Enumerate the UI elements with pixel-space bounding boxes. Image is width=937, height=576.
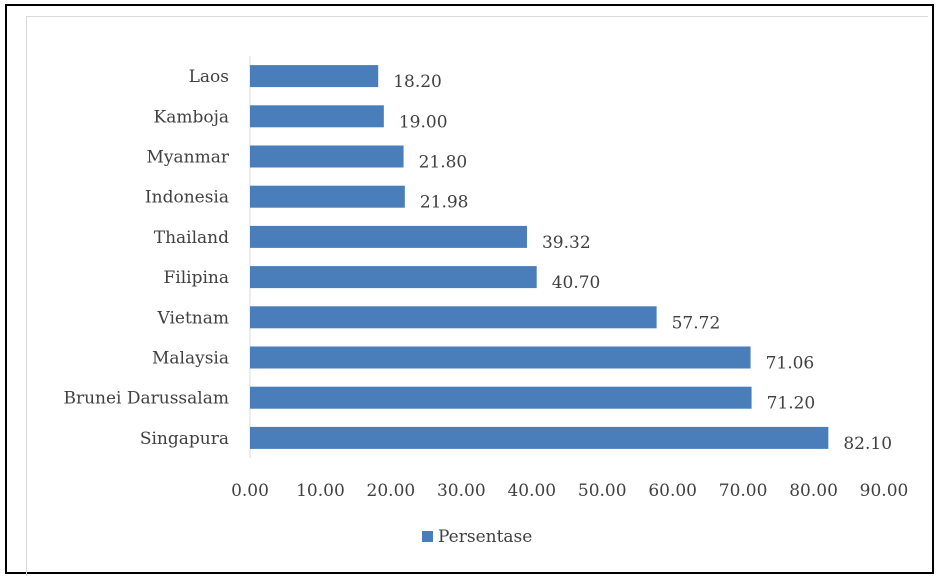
value-label: 18.20 [393,72,442,92]
x-tick-label: 40.00 [507,481,556,501]
category-label: Myanmar [147,148,230,168]
bar [250,105,384,128]
value-labels: 18.20 19.00 21.80 21.98 39.32 40.70 57.72 71.06… [393,72,892,454]
legend-swatch [422,531,433,542]
category-label: Thailand [154,228,229,248]
value-label: 21.80 [419,153,468,173]
x-tick-labels: 0.00 10.00 20.00 30.00 40.00 50.00 60.00 70.00 8… [231,481,908,501]
x-tick-label: 60.00 [648,481,697,501]
value-label: 71.06 [766,354,815,374]
category-label: Vietnam [156,308,229,328]
x-tick-label: 30.00 [437,481,486,501]
category-label: Filipina [163,268,229,288]
category-label: Laos [189,67,229,87]
category-labels: Laos Kamboja Myanmar Indonesia Thailand Filip… [63,67,229,449]
value-label: 40.70 [552,273,601,293]
bar [250,426,829,449]
category-label: Indonesia [145,188,229,208]
x-tick-label: 90.00 [860,481,909,501]
bar [250,145,404,168]
bar [250,185,405,208]
category-label: Malaysia [152,349,229,369]
x-tick-label: 50.00 [578,481,627,501]
value-label: 39.32 [542,233,591,253]
bar [250,65,379,88]
value-label: 82.10 [843,434,892,454]
bar [250,306,657,329]
bars-group [250,65,829,449]
bar [250,346,751,369]
value-label: 19.00 [399,112,448,132]
legend-label: Persentase [438,527,532,547]
x-tick-label: 70.00 [719,481,768,501]
category-label: Singapura [140,429,229,449]
x-tick-label: 0.00 [231,481,269,501]
legend: Persentase [422,527,532,547]
x-tick-label: 20.00 [367,481,416,501]
x-tick-label: 10.00 [296,481,345,501]
value-label: 57.72 [672,313,721,333]
bar [250,225,527,248]
category-label: Brunei Darussalam [63,389,229,409]
bar [250,386,752,409]
bar [250,266,537,289]
x-tick-label: 80.00 [789,481,838,501]
chart-frame [5,4,934,574]
category-label: Kamboja [154,107,229,127]
value-label: 71.20 [767,394,816,414]
chart-area [26,16,928,576]
value-label: 21.98 [420,193,469,213]
